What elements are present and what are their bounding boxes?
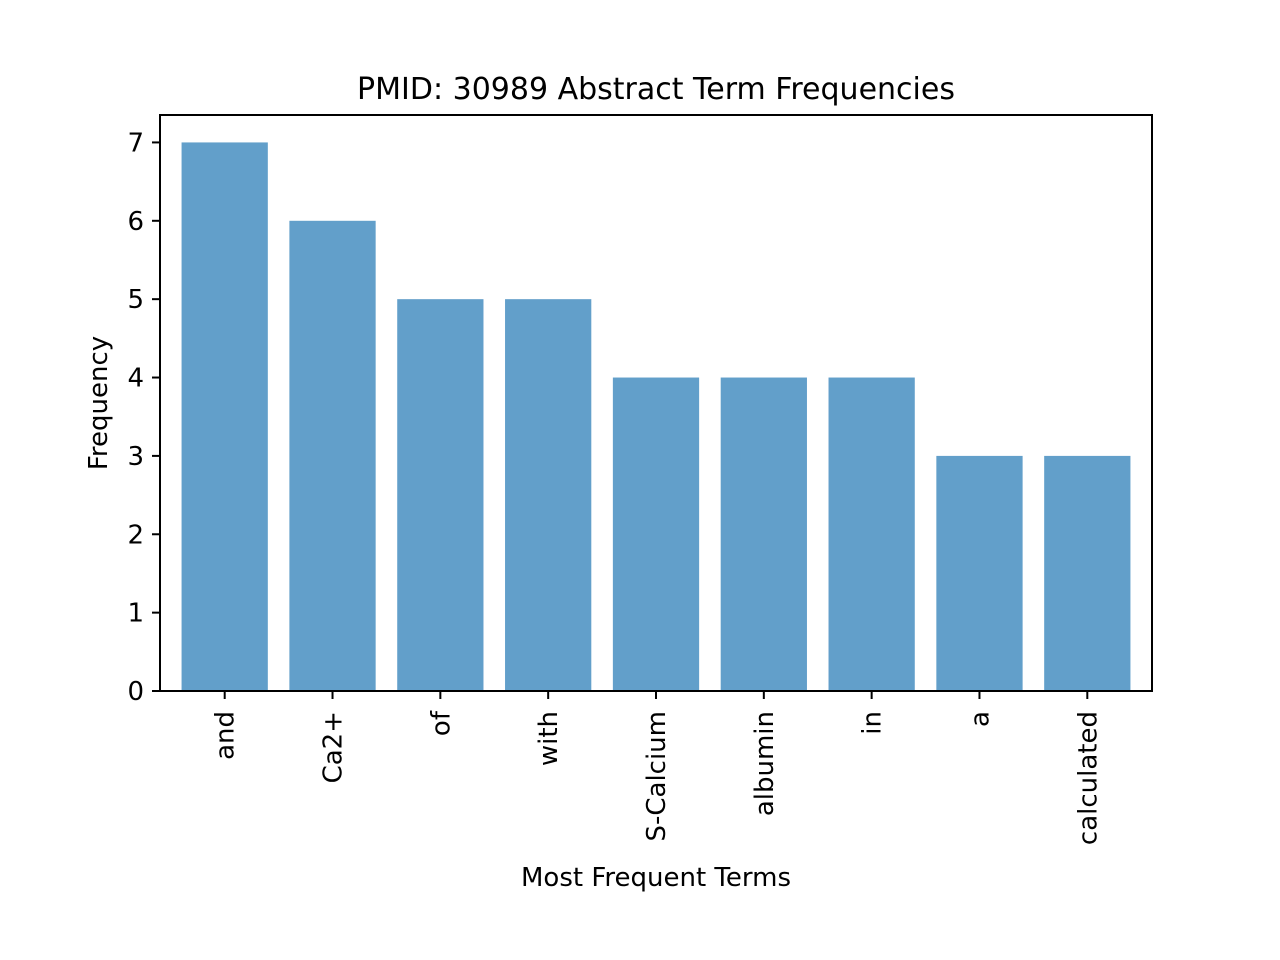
chart-title: PMID: 30989 Abstract Term Frequencies <box>357 72 955 107</box>
bar-and <box>181 142 268 691</box>
y-tick-label: 2 <box>127 520 144 550</box>
y-tick-label: 3 <box>127 442 144 472</box>
x-axis-label: Most Frequent Terms <box>521 863 791 893</box>
bar-a <box>936 455 1023 691</box>
y-tick-label: 1 <box>127 599 144 629</box>
y-axis-ticks: 0 1 2 3 4 5 6 7 <box>127 128 160 707</box>
x-tick-label: albumin <box>750 711 780 816</box>
plot-frame <box>159 114 1153 692</box>
bar-with <box>505 299 592 691</box>
x-tick-label: in <box>858 711 888 735</box>
x-axis-ticks: and Ca2+ of with S-Calcium albumin in a calculat… <box>211 691 1103 845</box>
bar-in <box>828 377 915 691</box>
x-tick-label: with <box>534 711 564 766</box>
bar-albumin <box>720 377 807 691</box>
bar-of <box>397 299 484 691</box>
bar-Ca2+ <box>289 220 376 692</box>
y-tick-label: 4 <box>127 364 144 394</box>
y-tick-label: 5 <box>127 285 144 315</box>
x-tick-label: of <box>426 710 456 736</box>
x-tick-label: S-Calcium <box>642 711 672 842</box>
x-tick-label: and <box>211 711 241 760</box>
bar-calculated <box>1044 455 1131 691</box>
x-tick-label: calculated <box>1073 711 1103 845</box>
bar-S-Calcium <box>612 377 700 691</box>
bars-group <box>181 142 1131 692</box>
x-tick-label: a <box>965 711 995 727</box>
x-tick-label: Ca2+ <box>319 711 349 783</box>
y-tick-label: 7 <box>127 128 144 158</box>
y-axis-label: Frequency <box>84 336 114 470</box>
y-tick-label: 0 <box>127 677 144 707</box>
y-tick-label: 6 <box>127 207 144 237</box>
